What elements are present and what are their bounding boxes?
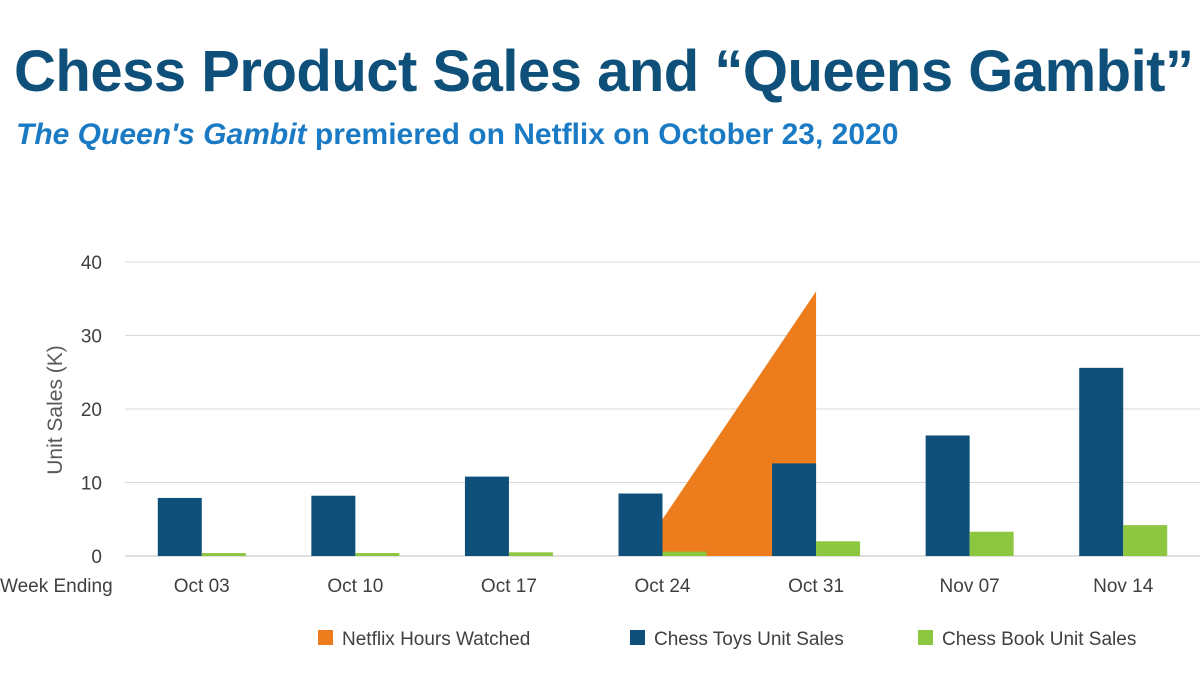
- bars: [157, 367, 1168, 556]
- legend-swatch: [918, 630, 933, 645]
- chess-book-bar: [201, 553, 246, 556]
- subtitle-text: premiered on Netflix on October 23, 2020: [306, 118, 899, 151]
- legend-swatch: [630, 630, 645, 645]
- x-tick-label: Oct 03: [174, 576, 230, 597]
- chart-subtitle: The Queen's Gambit premiered on Netflix …: [16, 118, 898, 152]
- chess-toys-bar: [311, 495, 356, 556]
- x-tick-label: Oct 31: [788, 576, 844, 597]
- x-axis-ticks: Oct 03 Oct 10 Oct 17 Oct 24 Oct 31 Nov 07 Nov …: [174, 576, 1154, 597]
- y-tick-label: 10: [81, 474, 102, 495]
- y-axis-ticks: 0 10 20 30 40: [81, 253, 102, 568]
- chess-toys-bar: [464, 476, 509, 556]
- chess-book-bar: [508, 552, 553, 556]
- y-tick-label: 20: [81, 400, 102, 421]
- chess-toys-bar: [618, 493, 663, 556]
- x-tick-label: Oct 24: [635, 576, 691, 597]
- chart-title: Chess Product Sales and “Queens Gambit”: [14, 39, 1194, 104]
- x-axis-title: Week Ending: [0, 576, 113, 597]
- legend-label: Netflix Hours Watched: [342, 629, 530, 650]
- x-tick-label: Oct 17: [481, 576, 537, 597]
- y-axis-title: Unit Sales (K): [44, 345, 67, 475]
- y-tick-label: 40: [81, 253, 102, 274]
- y-tick-label: 30: [81, 327, 102, 348]
- x-tick-label: Oct 10: [327, 576, 383, 597]
- y-tick-label: 0: [91, 547, 102, 568]
- gridlines: [125, 261, 1200, 557]
- legend-label: Chess Toys Unit Sales: [654, 629, 844, 650]
- chess-toys-bar: [1079, 367, 1124, 556]
- chess-toys-bar: [925, 435, 970, 556]
- chess-book-bar: [816, 541, 861, 556]
- chess-book-bar: [355, 553, 400, 556]
- x-tick-label: Nov 14: [1093, 576, 1154, 597]
- chess-book-bar: [1123, 525, 1168, 556]
- legend-label: Chess Book Unit Sales: [942, 629, 1136, 650]
- x-tick-label: Nov 07: [940, 576, 1000, 597]
- subtitle-show-name: The Queen's Gambit: [16, 118, 307, 151]
- chess-toys-bar: [772, 463, 817, 556]
- chess-book-bar: [662, 551, 707, 556]
- chess-book-bar: [969, 531, 1014, 556]
- chess-toys-bar: [157, 497, 202, 556]
- legend: Netflix Hours Watched Chess Toys Unit Sal…: [318, 629, 1136, 650]
- legend-swatch: [318, 630, 333, 645]
